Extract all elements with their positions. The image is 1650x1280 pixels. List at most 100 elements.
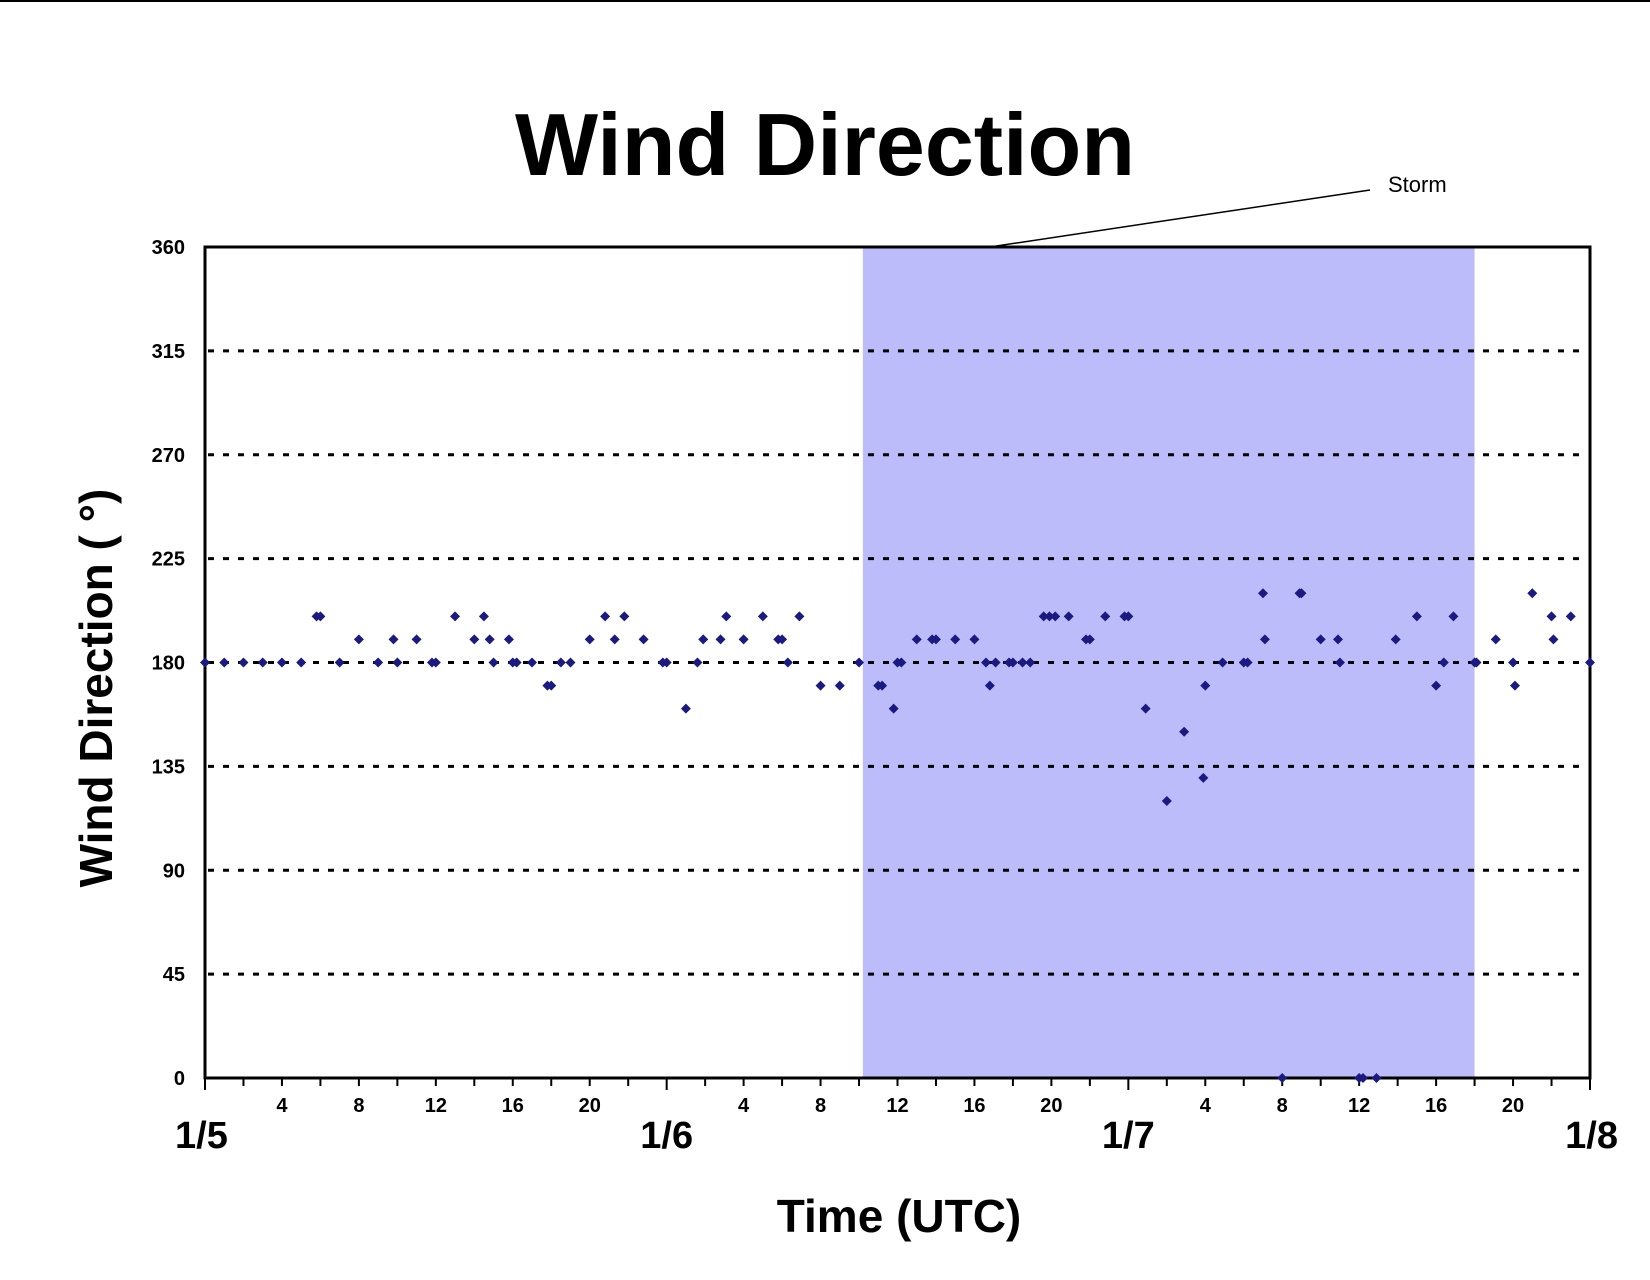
- data-point: [698, 634, 709, 645]
- x-tick-label: 12: [886, 1095, 908, 1117]
- data-point: [1084, 634, 1095, 645]
- data-point: [980, 657, 991, 668]
- x-tick-label: 4: [738, 1095, 750, 1117]
- x-day-label: 1/7: [1102, 1115, 1155, 1157]
- data-point: [584, 634, 595, 645]
- data-point: [238, 657, 249, 668]
- data-point: [1198, 772, 1209, 783]
- x-day-label: 1/8: [1565, 1115, 1618, 1157]
- data-point: [353, 634, 364, 645]
- data-point: [450, 611, 461, 622]
- data-point: [777, 634, 788, 645]
- y-tick-label: 315: [152, 341, 185, 363]
- data-point: [478, 611, 489, 622]
- x-tick-label: 8: [815, 1095, 826, 1117]
- data-point: [888, 703, 899, 714]
- data-point: [1038, 611, 1049, 622]
- data-point: [1007, 657, 1018, 668]
- data-point: [388, 634, 399, 645]
- x-tick-label: 12: [1348, 1095, 1370, 1117]
- data-point: [1509, 680, 1520, 691]
- data-point: [896, 657, 907, 668]
- data-point: [1548, 634, 1559, 645]
- chart-title: Wind Direction: [515, 95, 1135, 194]
- storm-annotation-label: Storm: [1388, 172, 1447, 197]
- x-tick-label: 4: [276, 1095, 288, 1117]
- data-point: [469, 634, 480, 645]
- data-point: [1546, 611, 1557, 622]
- x-axis-label: Time (UTC): [777, 1190, 1022, 1242]
- data-point: [1490, 634, 1501, 645]
- data-point: [854, 657, 865, 668]
- data-point: [1296, 588, 1307, 599]
- data-point: [411, 634, 422, 645]
- data-point: [503, 634, 514, 645]
- data-point: [1508, 657, 1519, 668]
- data-point: [1471, 657, 1482, 668]
- data-point: [1217, 657, 1228, 668]
- data-point: [527, 657, 538, 668]
- data-point: [1140, 703, 1151, 714]
- data-point: [1411, 611, 1422, 622]
- data-point: [815, 680, 826, 691]
- data-point: [1371, 1073, 1382, 1083]
- x-day-label: 1/6: [640, 1115, 693, 1157]
- x-tick-label: 8: [1277, 1095, 1288, 1117]
- data-point: [1017, 657, 1028, 668]
- x-tick-label: 16: [502, 1095, 524, 1117]
- data-point: [950, 634, 961, 645]
- data-point: [1123, 611, 1134, 622]
- data-point: [1161, 796, 1172, 806]
- y-tick-label: 180: [152, 653, 185, 675]
- data-point: [373, 657, 384, 668]
- data-point: [1438, 657, 1449, 668]
- data-point: [276, 657, 287, 668]
- data-point: [1431, 680, 1442, 691]
- data-point: [1315, 634, 1326, 645]
- data-point: [877, 680, 888, 691]
- data-point: [296, 657, 307, 668]
- data-point: [1044, 611, 1055, 622]
- data-point: [488, 657, 499, 668]
- x-tick-label: 4: [1200, 1095, 1212, 1117]
- data-point: [969, 634, 980, 645]
- y-tick-label: 360: [152, 237, 185, 259]
- data-point: [721, 611, 732, 622]
- data-point: [600, 611, 611, 622]
- x-axis-day-tick-labels: 1/5 1/6 1/7 1/8: [175, 1115, 1618, 1157]
- data-point: [1390, 634, 1401, 645]
- data-point: [715, 634, 726, 645]
- data-point: [1448, 611, 1459, 622]
- data-point: [1100, 611, 1111, 622]
- data-point: [834, 680, 845, 691]
- data-point: [257, 657, 268, 668]
- data-point: [911, 634, 922, 645]
- y-tick-label: 45: [163, 964, 185, 986]
- data-point: [757, 611, 768, 622]
- data-point: [430, 657, 441, 668]
- data-point: [334, 657, 345, 668]
- data-point: [1025, 657, 1036, 668]
- x-tick-label: 16: [963, 1095, 985, 1117]
- data-point: [1050, 611, 1061, 622]
- y-tick-label: 90: [163, 860, 185, 882]
- x-tick-label: 20: [1040, 1095, 1062, 1117]
- data-point: [546, 680, 557, 691]
- data-points: [200, 588, 1595, 1083]
- data-point: [511, 657, 522, 668]
- data-point: [484, 634, 495, 645]
- x-tick-label: 20: [1502, 1095, 1524, 1117]
- y-axis-tick-labels: 0 45 90 135 180 225 270 315 360: [152, 237, 185, 1090]
- y-axis-label: Wind Direction ( °): [70, 489, 122, 888]
- x-tick-label: 16: [1425, 1095, 1447, 1117]
- data-point: [1585, 657, 1595, 668]
- data-point: [1334, 657, 1345, 668]
- storm-annotation-leader-line: [989, 189, 1371, 248]
- data-point: [1358, 1073, 1369, 1083]
- data-point: [638, 634, 649, 645]
- data-point: [692, 657, 703, 668]
- data-point: [680, 703, 691, 714]
- data-point: [984, 680, 995, 691]
- y-tick-label: 225: [152, 549, 185, 571]
